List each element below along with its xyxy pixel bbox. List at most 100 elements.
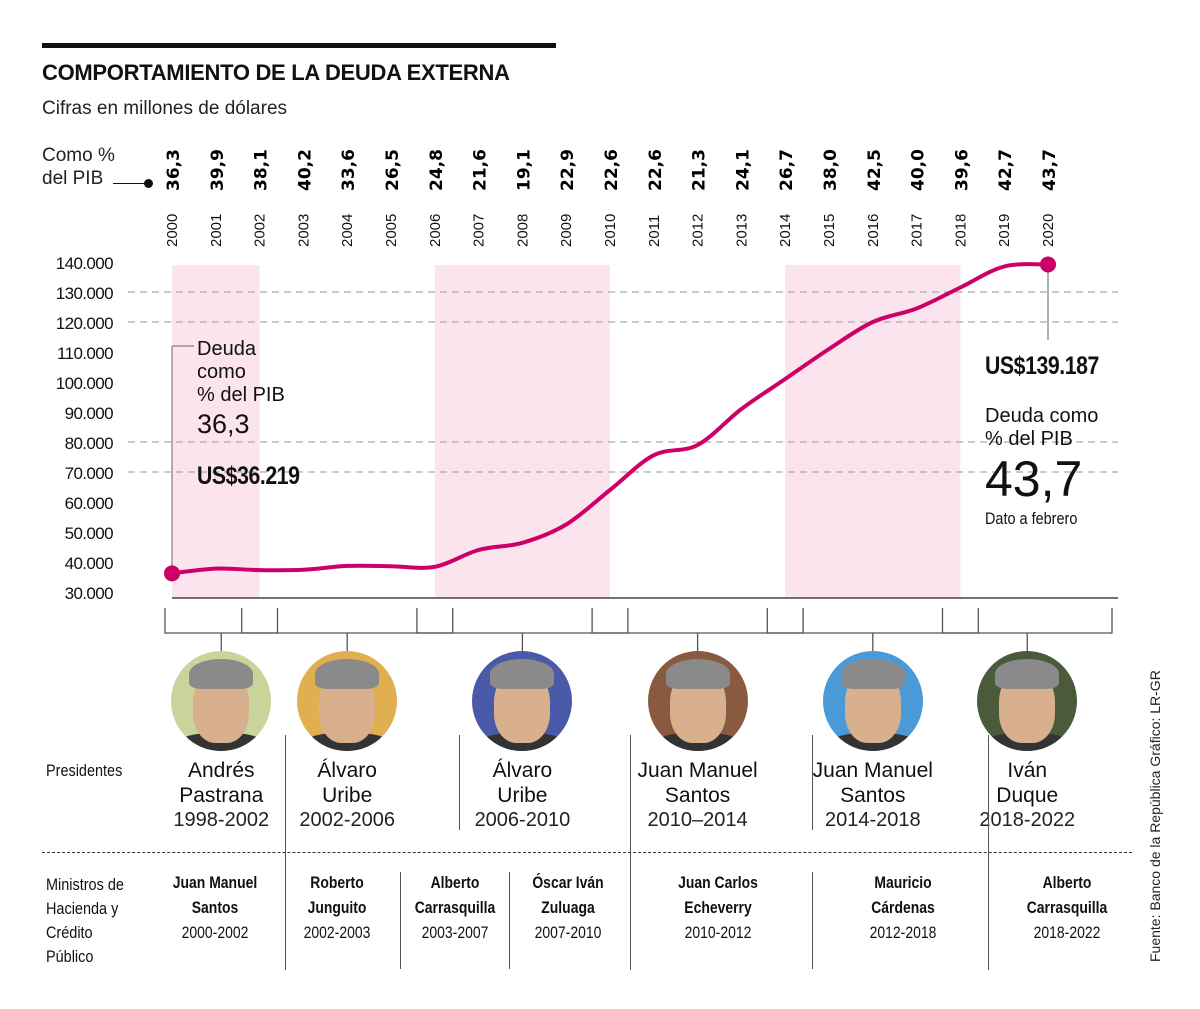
president-last-name: Santos: [664, 784, 731, 807]
y-tick-label: 60.000: [65, 494, 114, 513]
president-term: 1998-2002: [173, 809, 270, 831]
x-tick-label: 2009: [558, 214, 575, 247]
photo-hair: [665, 659, 730, 689]
section-divider: [42, 852, 1132, 853]
column-separator: [988, 735, 989, 970]
y-tick-label: 100.000: [56, 374, 113, 393]
end-pib-value: 43,7: [985, 451, 1083, 507]
minister-last-name: Carrasquilla: [1026, 898, 1108, 917]
pib-value-label: 38,1: [252, 149, 272, 191]
photo-hair: [189, 659, 254, 689]
president-entry: Álvaro Uribe 2006-2010: [437, 758, 607, 833]
president-term: 2006-2010: [474, 809, 571, 831]
term-bracket: [164, 608, 279, 634]
y-tick-label: 70.000: [65, 464, 114, 483]
chart-subtitle: Cifras en millones de dólares: [42, 98, 288, 119]
column-separator: [812, 735, 813, 830]
y-tick-label: 130.000: [56, 284, 113, 303]
minister-last-name: Carrasquilla: [414, 898, 496, 917]
pib-pointer-line: [113, 183, 147, 184]
x-tick-label: 2010: [602, 214, 619, 247]
pib-value-label: 42,5: [865, 149, 885, 191]
x-tick-label: 2007: [471, 214, 488, 247]
pib-value-label: 39,9: [208, 149, 228, 191]
x-tick-label: 2001: [208, 214, 225, 247]
y-tick-label: 90.000: [65, 404, 114, 423]
minister-first-name: Óscar Iván: [532, 873, 604, 892]
minister-entry: Roberto Junguito 2002-2003: [272, 870, 402, 945]
x-tick-label: 2018: [952, 214, 969, 247]
president-term: 2018-2022: [979, 809, 1076, 831]
pib-value-label: 19,1: [514, 149, 534, 191]
end-debt-value: US$139.187: [985, 352, 1099, 380]
president-last-name: Santos: [840, 784, 906, 807]
pib-value-label: 42,7: [996, 149, 1016, 191]
term-bracket: [591, 608, 804, 634]
x-tick-label: 2004: [339, 214, 356, 247]
minister-first-name: Juan Manuel: [172, 873, 258, 892]
y-tick-label: 120.000: [56, 314, 113, 333]
photo-hair: [995, 659, 1060, 689]
pib-pointer-dot: [144, 179, 153, 188]
column-separator: [509, 872, 510, 969]
chart-title: COMPORTAMIENTO DE LA DEUDA EXTERNA: [42, 60, 510, 85]
pib-value-label: 43,7: [1040, 149, 1060, 191]
photo-hair: [315, 659, 380, 689]
pib-value-label: 40,0: [909, 149, 929, 191]
minister-last-name: Cárdenas: [871, 898, 935, 917]
ministers-row-label: Ministros de Hacienda y Crédito Público: [46, 873, 124, 969]
end-point: [1040, 256, 1056, 273]
president-first-name: Álvaro: [317, 759, 377, 782]
president-term: 2010–2014: [647, 809, 748, 831]
minister-first-name: Roberto: [310, 873, 364, 892]
start-annotation: Deuda como % del PIB 36,3: [197, 338, 285, 441]
start-debt-value: US$36.219: [197, 462, 300, 490]
start-label-line: % del PIB: [197, 384, 285, 406]
source-credit: Fuente: Banco de la República Gráfico: L…: [1147, 670, 1163, 962]
x-tick-label: 2005: [383, 214, 400, 247]
pib-value-label: 26,5: [383, 149, 403, 191]
president-entry: Álvaro Uribe 2002-2006: [262, 758, 432, 833]
pib-value-label: 21,6: [471, 149, 491, 191]
x-tick-label: 2011: [646, 215, 663, 247]
pib-label-line1: Como %: [42, 145, 115, 166]
president-photo: [977, 651, 1078, 751]
y-tick-label: 40.000: [65, 554, 114, 573]
x-tick-label: 2003: [295, 214, 312, 247]
minister-first-name: Alberto: [1042, 873, 1092, 892]
minister-last-name: Zuluaga: [541, 898, 595, 917]
shaded-period-band: [785, 265, 961, 598]
minister-term: 2002-2003: [303, 923, 371, 942]
photo-hair: [490, 659, 555, 689]
pib-value-label: 26,7: [777, 149, 797, 191]
pib-value-label: 21,3: [690, 149, 710, 191]
shaded-period-band: [434, 265, 610, 598]
start-pib-value: 36,3: [197, 409, 250, 439]
president-photo: [822, 651, 923, 751]
president-entry: Juan Manuel Santos 2014-2018: [788, 758, 958, 833]
photo-hair: [840, 659, 905, 689]
president-photo: [297, 651, 398, 751]
president-first-name: Andrés: [187, 759, 255, 782]
minister-term: 2018-2022: [1033, 923, 1101, 942]
president-first-name: Juan Manuel: [812, 759, 933, 782]
pib-value-label: 36,3: [164, 149, 184, 191]
minister-last-name: Echeverry: [684, 898, 752, 917]
end-label-line: % del PIB: [985, 428, 1073, 450]
president-last-name: Uribe: [322, 784, 373, 807]
minister-entry: Óscar Iván Zuluaga 2007-2010: [503, 870, 633, 945]
end-label-line: Deuda como: [985, 405, 1099, 427]
start-label-line: Deuda: [197, 338, 256, 360]
pib-label-line2: del PIB: [42, 168, 104, 189]
term-bracket: [241, 608, 454, 634]
pib-value-label: 22,6: [646, 149, 666, 191]
pib-row-label: Como % del PIB: [42, 144, 115, 190]
end-note: Dato a febrero: [985, 509, 1078, 528]
x-tick-label: 2008: [514, 214, 531, 247]
president-first-name: Álvaro: [492, 759, 553, 782]
pib-value-label: 24,8: [427, 149, 447, 191]
x-tick-label: 2015: [821, 214, 838, 247]
x-tick-label: 2006: [427, 214, 444, 247]
minister-term: 2010-2012: [684, 923, 752, 942]
start-point: [164, 565, 180, 582]
